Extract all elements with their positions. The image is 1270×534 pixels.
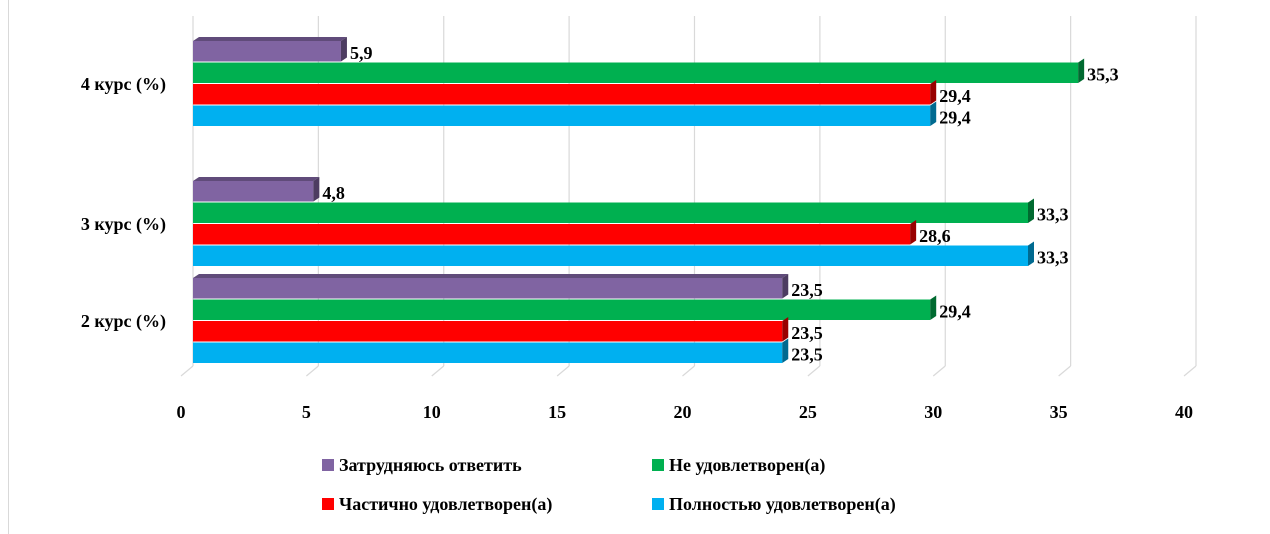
legend-row-2: Частично удовлетворен(а) Полностью удовл… [322,491,1022,517]
bar-side-face [313,177,320,202]
gridline-floor [1058,365,1072,377]
x-tick-label: 0 [177,402,186,422]
data-label: 29,4 [939,108,971,128]
x-tick-label: 25 [799,402,817,422]
bar [193,278,783,299]
legend-label-not-satisfied: Не удовлетворен(а) [669,454,826,475]
x-tick-label: 35 [1050,402,1068,422]
legend-item-hard-to-answer: Затрудняюсь ответить [322,455,652,476]
bar [193,342,783,363]
bar-top-face [193,274,789,278]
data-label: 23,5 [791,345,823,365]
bar-side-face [1027,241,1034,266]
bar [193,299,931,320]
gridline-floor [932,365,946,377]
legend-item-not-satisfied: Не удовлетворен(а) [652,455,825,476]
legend-swatch-blue [652,498,664,510]
bar-side-face [782,274,789,299]
gridline-floor [1183,365,1197,377]
legend-swatch-green [652,459,664,471]
bar-top-face [193,37,347,41]
gridline-floor [556,365,570,377]
bar [193,181,314,202]
bar [193,84,931,105]
gridline-floor [180,365,194,377]
category-label: 3 курс (%) [81,214,166,235]
data-label: 29,4 [939,302,971,322]
category-label: 4 курс (%) [81,74,166,95]
bar-side-face [930,295,937,320]
bar-side-face [340,37,347,62]
data-label: 4,8 [322,183,345,203]
bar-side-face [782,338,789,363]
legend-swatch-purple [322,459,334,471]
chart-frame-edge [8,0,9,534]
bar [193,105,931,126]
data-label: 33,3 [1037,248,1069,268]
x-tick-label: 20 [674,402,692,422]
bar-side-face [782,317,789,342]
bar-chart: 0 5 10 15 20 25 30 35 404 курс (%)5,935,329,429,… [81,16,1197,422]
data-label: 29,4 [939,86,971,106]
bar-top-face [193,177,320,181]
bar-side-face [1078,58,1085,83]
gridline-floor [431,365,445,377]
bar [193,245,1028,266]
data-label: 28,6 [919,226,951,246]
x-tick-label: 10 [423,402,441,422]
bar [193,224,911,245]
x-tick-label: 5 [302,402,311,422]
bar [193,321,783,342]
bar-side-face [910,220,917,245]
bar-side-face [930,80,937,105]
gridline-floor [305,365,319,377]
legend-label-partially-satisfied: Частично удовлетворен(а) [339,493,553,514]
category-label: 2 курс (%) [81,311,166,332]
bar [193,41,341,62]
data-label: 33,3 [1037,205,1069,225]
chart-legend: Затрудняюсь ответить Не удовлетворен(а) … [322,452,1022,530]
gridline-floor [682,365,695,377]
data-label: 23,5 [791,280,823,300]
bar [193,202,1028,223]
legend-item-fully-satisfied: Полностью удовлетворен(а) [652,494,896,515]
x-tick-label: 15 [548,402,566,422]
x-tick-label: 30 [924,402,942,422]
legend-item-partially-satisfied: Частично удовлетворен(а) [322,494,652,515]
bar-side-face [930,101,937,126]
gridline-floor [807,365,821,377]
legend-row-1: Затрудняюсь ответить Не удовлетворен(а) [322,452,1022,478]
bar-side-face [1027,198,1034,223]
bar [193,62,1079,83]
legend-label-fully-satisfied: Полностью удовлетворен(а) [669,493,896,514]
x-tick-label: 40 [1175,402,1193,422]
data-label: 5,9 [350,43,373,63]
legend-label-hard-to-answer: Затрудняюсь ответить [339,454,522,475]
data-label: 23,5 [791,323,823,343]
legend-swatch-red [322,498,334,510]
data-label: 35,3 [1087,65,1119,85]
